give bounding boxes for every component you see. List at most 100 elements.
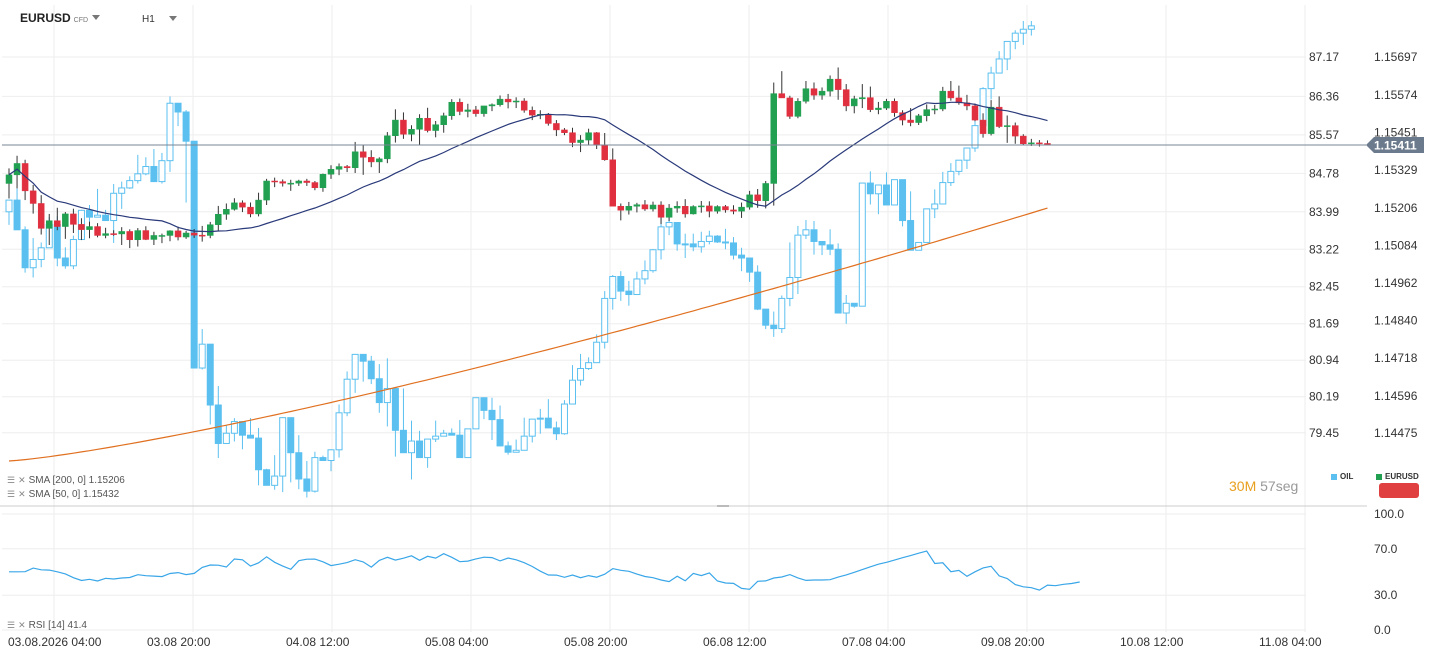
legend-eurusd-box[interactable]	[1379, 483, 1419, 498]
eurusd-candle	[432, 124, 439, 131]
oil-candle	[907, 220, 915, 251]
oil-candle	[802, 229, 810, 236]
eurusd-candle	[529, 109, 536, 116]
eurusd-candle	[70, 213, 77, 225]
eurusd-candle	[770, 93, 777, 184]
eurusd-candle	[633, 204, 641, 207]
oil-candle	[520, 435, 528, 451]
symbol-selector[interactable]: EURUSD CFD	[20, 11, 88, 25]
oil-candle	[230, 421, 238, 434]
oil-candle	[166, 102, 174, 162]
oil-series	[5, 20, 1035, 498]
close-icon[interactable]: ✕	[18, 475, 26, 485]
eurusd-candle	[408, 129, 415, 135]
timeframe-chevron-down-icon[interactable]	[169, 16, 177, 21]
eurusd-candle	[207, 224, 214, 236]
settings-lines-icon[interactable]: ☰	[7, 620, 16, 630]
oil-candle	[238, 421, 246, 436]
oil-candle	[842, 302, 850, 314]
rsi-pane	[9, 550, 1080, 591]
eurusd-candle	[851, 98, 858, 107]
eurusd-candle	[295, 180, 303, 184]
eurusd-candle	[94, 226, 101, 236]
rsi-indicator[interactable]: ☰ ✕ RSI [14] 41.4	[7, 620, 87, 631]
oil-candle	[247, 434, 254, 439]
sma50-label: SMA [50, 0] 1.15432	[28, 489, 120, 500]
eurusd-candle	[762, 183, 769, 201]
symbol-chevron-down-icon[interactable]	[92, 15, 100, 20]
timeframe-selector[interactable]: H1	[142, 14, 155, 25]
rsi-axis-tick: 100.0	[1374, 507, 1404, 521]
sma200-indicator[interactable]: ☰ ✕ SMA [200, 0] 1.15206	[7, 475, 125, 486]
candle-timer: 30M 57seg	[1229, 478, 1298, 494]
settings-lines-icon[interactable]: ☰	[7, 475, 16, 485]
symbol-name: EURUSD	[20, 11, 71, 25]
close-icon[interactable]: ✕	[18, 489, 26, 499]
eurusd-axis-tick: 1.15329	[1374, 163, 1418, 177]
oil-candle	[287, 417, 295, 454]
eurusd-axis-tick: 1.14596	[1374, 389, 1418, 403]
pane-resize-handle	[717, 505, 729, 507]
oil-candle	[158, 160, 166, 183]
eurusd-axis-tick: 1.15697	[1374, 50, 1418, 64]
eurusd-candle	[424, 117, 431, 131]
oil-candle	[770, 324, 778, 330]
eurusd-candle	[1020, 135, 1027, 145]
settings-lines-icon[interactable]: ☰	[7, 489, 16, 499]
eurusd-candle	[263, 180, 270, 201]
eurusd-candle	[802, 88, 810, 102]
oil-candle	[544, 417, 552, 429]
eurusd-candle	[842, 89, 850, 107]
oil-candle	[947, 170, 955, 184]
eurusd-candle	[142, 230, 150, 240]
eurusd-candle	[641, 204, 649, 210]
sma50-indicator[interactable]: ☰ ✕ SMA [50, 0] 1.15432	[7, 489, 119, 500]
oil-candle	[689, 243, 697, 248]
oil-axis-tick: 86.36	[1309, 89, 1339, 103]
oil-axis-tick: 80.19	[1309, 390, 1339, 404]
eurusd-axis-tick: 1.15574	[1374, 88, 1418, 102]
eurusd-candle	[915, 115, 922, 123]
oil-candle	[536, 417, 544, 420]
eurusd-candle	[818, 90, 826, 96]
oil-candle	[488, 409, 496, 421]
legend-oil[interactable]: OIL	[1331, 472, 1353, 481]
eurusd-candle	[545, 113, 552, 124]
eurusd-candle	[569, 132, 576, 143]
oil-candle	[303, 478, 311, 492]
x-axis-tick: 05.08 04:00	[425, 635, 489, 649]
eurusd-candle	[706, 205, 713, 212]
legend-eurusd[interactable]: EURUSD	[1376, 472, 1419, 481]
oil-candle	[29, 258, 37, 269]
rsi-label: RSI [14] 41.4	[28, 620, 87, 631]
oil-candle	[472, 397, 480, 430]
eurusd-candle	[690, 206, 697, 215]
oil-candle	[560, 403, 568, 435]
eurusd-candle	[609, 159, 616, 207]
oil-axis-tick: 80.94	[1309, 353, 1339, 367]
eurusd-candle	[714, 206, 721, 212]
close-icon[interactable]: ✕	[18, 620, 26, 630]
eurusd-candle	[102, 233, 109, 236]
oil-candle	[255, 437, 263, 471]
eurusd-candle	[1028, 142, 1035, 145]
oil-candle	[625, 290, 633, 296]
oil-candle	[335, 412, 343, 451]
eurusd-candle	[174, 230, 182, 238]
eurusd-candle	[368, 157, 375, 163]
oil-candle	[440, 432, 448, 437]
eurusd-candle	[416, 117, 423, 130]
eurusd-candle	[673, 205, 681, 209]
oil-candle	[464, 428, 472, 459]
x-axis-tick: 09.08 20:00	[981, 635, 1045, 649]
oil-candle	[786, 276, 794, 299]
eurusd-axis-tick: 1.15451	[1374, 126, 1418, 140]
eurusd-candle	[480, 105, 488, 114]
oil-axis-tick: 79.45	[1309, 426, 1339, 440]
eurusd-candle	[327, 169, 335, 175]
oil-candle	[295, 452, 303, 480]
oil-candle	[850, 302, 858, 307]
rsi-axis-tick: 70.0	[1374, 542, 1398, 556]
eurusd-candle	[722, 206, 729, 211]
